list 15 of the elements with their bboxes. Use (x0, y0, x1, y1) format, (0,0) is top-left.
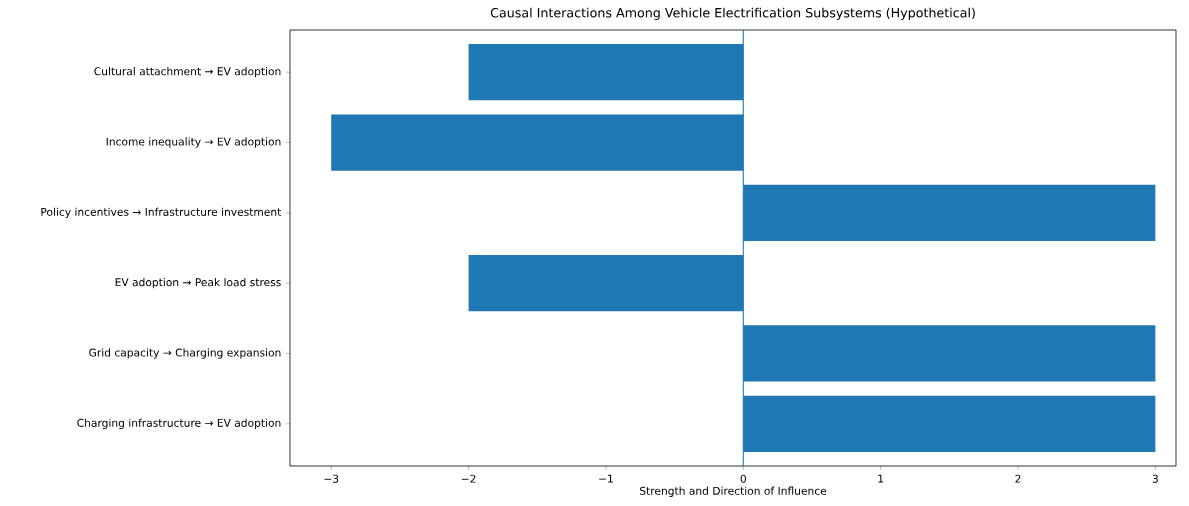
x-tick-label: −3 (324, 474, 339, 483)
x-axis-title: Strength and Direction of Influence (640, 486, 827, 497)
x-tick-label: 1 (878, 474, 884, 483)
y-tick-label: Grid capacity → Charging expansion (89, 348, 281, 359)
chart-title: Causal Interactions Among Vehicle Electrification Subsystems (Hypothetical) (490, 7, 975, 20)
x-tick-label: −2 (461, 474, 476, 483)
x-tick-label: 0 (740, 474, 746, 483)
x-tick-label: 2 (1015, 474, 1021, 483)
y-tick-label: Cultural attachment → EV adoption (94, 67, 281, 78)
y-tick-label: EV adoption → Peak load stress (115, 278, 281, 289)
x-tick-label: −1 (599, 474, 613, 483)
y-tick-label: Policy incentives → Infrastructure investment (41, 207, 282, 218)
y-tick-label: Charging infrastructure → EV adoption (77, 418, 281, 429)
y-tick-label: Income inequality → EV adoption (106, 137, 281, 148)
x-tick-label: 3 (1152, 474, 1158, 483)
